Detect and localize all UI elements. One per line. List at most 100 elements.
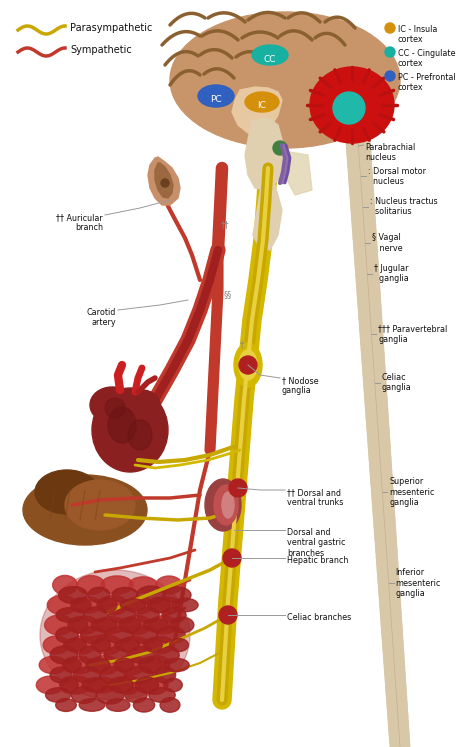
- Ellipse shape: [92, 388, 168, 472]
- Ellipse shape: [120, 599, 146, 611]
- Ellipse shape: [50, 667, 72, 683]
- Ellipse shape: [97, 598, 117, 613]
- Text: Inferior
mesenteric
ganglia: Inferior mesenteric ganglia: [396, 568, 441, 598]
- Text: ††: ††: [221, 220, 229, 229]
- Ellipse shape: [170, 639, 189, 651]
- Text: : Dorsal motor
  nucleus: : Dorsal motor nucleus: [367, 167, 426, 186]
- Ellipse shape: [148, 597, 170, 613]
- Ellipse shape: [222, 492, 234, 518]
- Ellipse shape: [50, 646, 78, 664]
- Ellipse shape: [149, 688, 175, 702]
- Text: † Nodose
ganglia: † Nodose ganglia: [282, 376, 319, 395]
- Circle shape: [223, 549, 241, 567]
- Ellipse shape: [118, 655, 145, 675]
- Ellipse shape: [88, 587, 110, 603]
- Circle shape: [273, 141, 287, 155]
- Ellipse shape: [245, 92, 279, 112]
- Ellipse shape: [252, 45, 288, 65]
- Polygon shape: [155, 163, 173, 198]
- Ellipse shape: [115, 639, 139, 651]
- Text: Celiac
ganglia: Celiac ganglia: [382, 373, 411, 392]
- Text: †: †: [240, 341, 244, 350]
- Ellipse shape: [198, 85, 234, 107]
- Ellipse shape: [69, 636, 95, 654]
- Ellipse shape: [162, 607, 186, 623]
- Text: †† Auricular
branch: †† Auricular branch: [56, 213, 103, 232]
- Ellipse shape: [128, 420, 152, 450]
- Ellipse shape: [234, 343, 262, 387]
- Ellipse shape: [157, 647, 179, 663]
- Text: Superior
mesenteric
ganglia: Superior mesenteric ganglia: [389, 477, 435, 507]
- Ellipse shape: [45, 615, 73, 635]
- Ellipse shape: [68, 617, 88, 633]
- Polygon shape: [148, 157, 180, 205]
- Text: IC - Insula
cortex: IC - Insula cortex: [398, 25, 438, 44]
- Ellipse shape: [101, 595, 127, 615]
- Ellipse shape: [160, 698, 180, 712]
- Ellipse shape: [88, 677, 116, 693]
- Ellipse shape: [138, 657, 162, 673]
- Ellipse shape: [144, 619, 169, 631]
- Text: Carotid
artery: Carotid artery: [87, 308, 116, 327]
- Ellipse shape: [133, 698, 155, 712]
- Ellipse shape: [79, 646, 101, 664]
- Ellipse shape: [71, 598, 91, 613]
- Ellipse shape: [140, 675, 168, 695]
- Ellipse shape: [164, 678, 182, 692]
- Ellipse shape: [109, 677, 133, 693]
- Ellipse shape: [86, 658, 110, 672]
- Ellipse shape: [144, 638, 162, 652]
- Ellipse shape: [310, 67, 394, 143]
- Ellipse shape: [146, 636, 174, 654]
- Text: CC - Cingulate
cortex: CC - Cingulate cortex: [398, 49, 456, 69]
- Ellipse shape: [136, 677, 159, 693]
- Ellipse shape: [74, 597, 101, 613]
- Text: Dorsal and
ventral gastric
branches: Dorsal and ventral gastric branches: [287, 528, 346, 558]
- Ellipse shape: [73, 667, 101, 683]
- Ellipse shape: [94, 636, 121, 654]
- Ellipse shape: [214, 485, 238, 525]
- Ellipse shape: [96, 686, 124, 704]
- Text: PC: PC: [210, 96, 222, 105]
- Ellipse shape: [47, 595, 77, 615]
- Ellipse shape: [133, 626, 157, 644]
- Polygon shape: [287, 152, 312, 195]
- Circle shape: [229, 479, 247, 497]
- Ellipse shape: [90, 387, 134, 423]
- Ellipse shape: [172, 598, 198, 612]
- Ellipse shape: [91, 619, 117, 632]
- Ellipse shape: [170, 617, 194, 633]
- Text: † Jugular
  ganglia: † Jugular ganglia: [374, 264, 409, 283]
- Ellipse shape: [119, 617, 141, 633]
- Text: § Vagal
   nerve: § Vagal nerve: [372, 234, 403, 253]
- Ellipse shape: [56, 607, 84, 622]
- Ellipse shape: [63, 658, 82, 672]
- Text: Celiac branches: Celiac branches: [287, 613, 351, 622]
- Ellipse shape: [81, 626, 105, 644]
- Polygon shape: [245, 118, 285, 190]
- Text: §§: §§: [224, 291, 232, 300]
- Ellipse shape: [239, 350, 257, 380]
- Ellipse shape: [137, 607, 159, 623]
- Ellipse shape: [144, 656, 170, 675]
- Ellipse shape: [100, 666, 126, 684]
- Ellipse shape: [104, 647, 128, 663]
- Ellipse shape: [82, 678, 108, 692]
- Ellipse shape: [119, 636, 149, 654]
- Ellipse shape: [155, 667, 176, 683]
- Ellipse shape: [163, 658, 189, 672]
- Ellipse shape: [64, 657, 94, 674]
- Ellipse shape: [137, 586, 165, 604]
- Ellipse shape: [95, 617, 127, 633]
- Ellipse shape: [123, 616, 151, 634]
- Ellipse shape: [148, 616, 178, 634]
- Circle shape: [333, 92, 365, 124]
- Ellipse shape: [59, 586, 87, 604]
- Ellipse shape: [40, 570, 190, 700]
- Ellipse shape: [60, 677, 78, 693]
- Text: †† Dorsal and
ventral trunks: †† Dorsal and ventral trunks: [287, 488, 343, 507]
- Ellipse shape: [127, 596, 153, 614]
- Ellipse shape: [62, 676, 91, 694]
- Ellipse shape: [91, 638, 110, 652]
- Text: Parabrachial
nucleus: Parabrachial nucleus: [365, 143, 416, 162]
